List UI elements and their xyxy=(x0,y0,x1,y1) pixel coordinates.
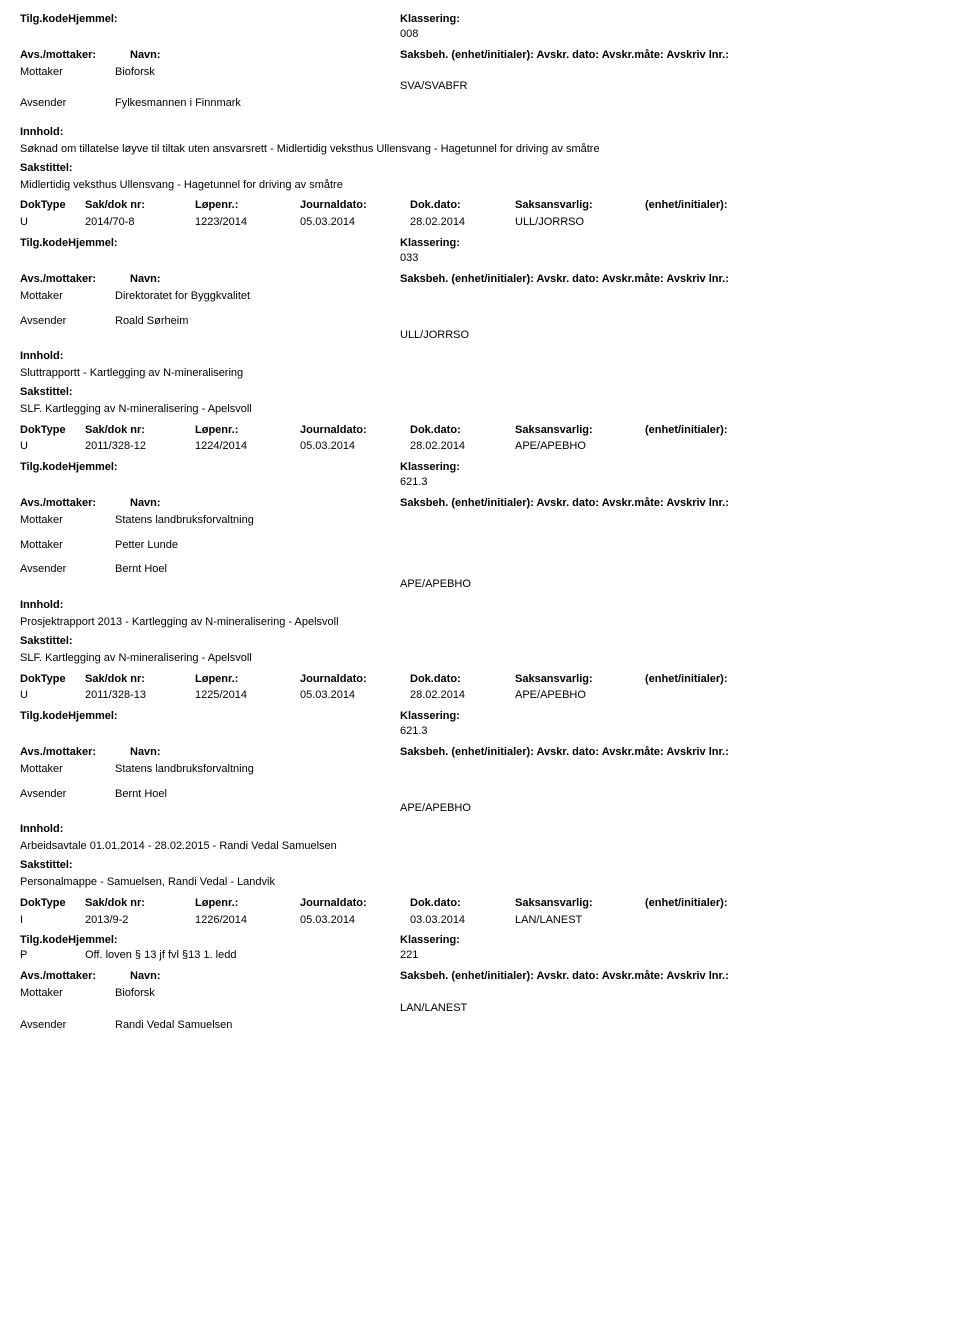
avsender-role: Avsender xyxy=(20,96,115,111)
sakstittel-label: Sakstittel: xyxy=(20,385,940,400)
tilg-code: P xyxy=(20,948,85,963)
avsender-role: Avsender xyxy=(20,314,115,329)
val-journaldato: 05.03.2014 xyxy=(300,215,410,230)
avs-mottaker-header: Avs./mottaker: Navn: Saksbeh. (enhet/ini… xyxy=(20,496,940,511)
tilg-label: Tilg.kodeHjemmel: xyxy=(20,12,400,27)
sakstittel-text: SLF. Kartlegging av N-mineralisering - A… xyxy=(20,651,940,666)
avsender-name: Roald Sørheim xyxy=(115,314,940,329)
sakstittel-label: Sakstittel: xyxy=(20,858,940,873)
avsender-line: Avsender Roald Sørheim xyxy=(20,314,940,329)
mottaker-line: Mottaker Bioforsk xyxy=(20,65,940,80)
mottaker-name-2: Petter Lunde xyxy=(115,538,940,553)
tilg-klass-header: Tilg.kodeHjemmel: Klassering: xyxy=(20,236,940,251)
avs-mottaker-header: Avs./mottaker: Navn: Saksbeh. (enhet/ini… xyxy=(20,48,940,63)
sakstittel-text: Personalmappe - Samuelsen, Randi Vedal -… xyxy=(20,875,940,890)
klass-value: 221 xyxy=(400,948,418,963)
avsender-name: Bernt Hoel xyxy=(115,787,940,802)
mottaker-name: Bioforsk xyxy=(115,65,940,80)
innhold-text: Søknad om tillatelse løyve til tiltak ut… xyxy=(20,142,940,157)
tilg-value-row: P Off. loven § 13 jf fvl §13 1. ledd 221 xyxy=(20,948,940,963)
innhold-text: Sluttrapportt - Kartlegging av N-mineral… xyxy=(20,366,940,381)
klass-value: 621.3 xyxy=(400,724,940,739)
sva-code: LAN/LANEST xyxy=(400,1001,940,1016)
mottaker-line: Mottaker Direktoratet for Byggkvalitet xyxy=(20,289,940,304)
mottaker-role: Mottaker xyxy=(20,65,115,80)
doktype-row: I 2013/9-2 1226/2014 05.03.2014 03.03.20… xyxy=(20,913,940,928)
col-journaldato: Journaldato: xyxy=(300,198,410,213)
avs-label: Avs./mottaker: xyxy=(20,272,130,287)
sakstittel-label: Sakstittel: xyxy=(20,634,940,649)
tilg-label: Tilg.kodeHjemmel: xyxy=(20,236,400,251)
doktype-header: DokType Sak/dok nr: Løpenr.: Journaldato… xyxy=(20,896,940,911)
klass-value: 008 xyxy=(400,27,940,42)
innhold-label: Innhold: xyxy=(20,349,940,364)
saksbeh-label: Saksbeh. (enhet/initialer): Avskr. dato:… xyxy=(400,48,940,63)
mottaker-line: Mottaker Statens landbruksforvaltning xyxy=(20,762,940,777)
col-doktype: DokType xyxy=(20,198,85,213)
innhold-label: Innhold: xyxy=(20,822,940,837)
tilg-text: Off. loven § 13 jf fvl §13 1. ledd xyxy=(85,948,400,963)
val-saksansvarlig: ULL/JORRSO xyxy=(515,215,645,230)
tilg-klass-header: Tilg.kodeHjemmel: Klassering: xyxy=(20,12,940,27)
klass-value: 621.3 xyxy=(400,475,940,490)
val-sak: 2014/70-8 xyxy=(85,215,195,230)
mottaker-name: Direktoratet for Byggkvalitet xyxy=(115,289,940,304)
val-dokdato: 28.02.2014 xyxy=(410,215,515,230)
sva-code: ULL/JORRSO xyxy=(400,328,940,343)
avsender-line: Avsender Bernt Hoel xyxy=(20,562,940,577)
avs-mottaker-header: Avs./mottaker: Navn: Saksbeh. (enhet/ini… xyxy=(20,969,940,984)
col-dokdato: Dok.dato: xyxy=(410,198,515,213)
saksbeh-label: Saksbeh. (enhet/initialer): Avskr. dato:… xyxy=(400,272,940,287)
avsender-name: Bernt Hoel xyxy=(115,562,940,577)
tilg-klass-header: Tilg.kodeHjemmel: Klassering: xyxy=(20,933,940,948)
doktype-header: DokType Sak/dok nr: Løpenr.: Journaldato… xyxy=(20,672,940,687)
klass-label: Klassering: xyxy=(400,236,940,251)
mottaker-name: Statens landbruksforvaltning xyxy=(115,513,940,528)
tilg-klass-header: Tilg.kodeHjemmel: Klassering: xyxy=(20,460,940,475)
col-sak: Sak/dok nr: xyxy=(85,198,195,213)
avs-mottaker-header: Avs./mottaker: Navn: Saksbeh. (enhet/ini… xyxy=(20,745,940,760)
mottaker-line: Mottaker Bioforsk xyxy=(20,986,940,1001)
sakstittel-text: Midlertidig veksthus Ullensvang - Hagetu… xyxy=(20,178,940,193)
mottaker-line: Mottaker Statens landbruksforvaltning xyxy=(20,513,940,528)
navn-label: Navn: xyxy=(130,48,400,63)
tilg-klass-header: Tilg.kodeHjemmel: Klassering: xyxy=(20,709,940,724)
col-enhet: (enhet/initialer): xyxy=(645,198,940,213)
avs-label: Avs./mottaker: xyxy=(20,48,130,63)
col-lopenr: Løpenr.: xyxy=(195,198,300,213)
sva-code: APE/APEBHO xyxy=(400,801,940,816)
avsender-line: Avsender Fylkesmannen i Finnmark xyxy=(20,96,940,111)
avsender-line: Avsender Randi Vedal Samuelsen xyxy=(20,1018,940,1033)
innhold-label: Innhold: xyxy=(20,598,940,613)
doktype-row: U 2011/328-12 1224/2014 05.03.2014 28.02… xyxy=(20,439,940,454)
mottaker-name: Bioforsk xyxy=(115,986,940,1001)
doktype-header: DokType Sak/dok nr: Løpenr.: Journaldato… xyxy=(20,423,940,438)
sakstittel-label: Sakstittel: xyxy=(20,161,940,176)
val-lopenr: 1223/2014 xyxy=(195,215,300,230)
mottaker-line-2: Mottaker Petter Lunde xyxy=(20,538,940,553)
navn-label: Navn: xyxy=(130,272,400,287)
innhold-label: Innhold: xyxy=(20,125,940,140)
val-doktype: U xyxy=(20,215,85,230)
mottaker-role: Mottaker xyxy=(20,289,115,304)
innhold-text: Prosjektrapport 2013 - Kartlegging av N-… xyxy=(20,615,940,630)
doktype-row: U 2011/328-13 1225/2014 05.03.2014 28.02… xyxy=(20,688,940,703)
avs-mottaker-header: Avs./mottaker: Navn: Saksbeh. (enhet/ini… xyxy=(20,272,940,287)
doktype-header: DokType Sak/dok nr: Løpenr.: Journaldato… xyxy=(20,198,940,213)
sva-code: APE/APEBHO xyxy=(400,577,940,592)
sakstittel-text: SLF. Kartlegging av N-mineralisering - A… xyxy=(20,402,940,417)
avsender-line: Avsender Bernt Hoel xyxy=(20,787,940,802)
innhold-text: Arbeidsavtale 01.01.2014 - 28.02.2015 - … xyxy=(20,839,940,854)
avsender-name: Randi Vedal Samuelsen xyxy=(115,1018,940,1033)
avsender-name: Fylkesmannen i Finnmark xyxy=(115,96,940,111)
sva-code: SVA/SVABFR xyxy=(400,79,940,94)
klass-label: Klassering: xyxy=(400,12,940,27)
doktype-row: U 2014/70-8 1223/2014 05.03.2014 28.02.2… xyxy=(20,215,940,230)
klass-value: 033 xyxy=(400,251,940,266)
mottaker-name: Statens landbruksforvaltning xyxy=(115,762,940,777)
col-saksansvarlig: Saksansvarlig: xyxy=(515,198,645,213)
